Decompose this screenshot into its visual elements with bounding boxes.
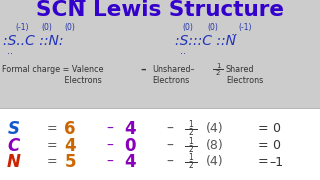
Text: 4: 4 bbox=[124, 120, 136, 138]
Text: (0): (0) bbox=[42, 23, 52, 32]
Text: :S:::C ::N̈: :S:::C ::N̈ bbox=[175, 34, 236, 48]
Text: Electrons: Electrons bbox=[2, 76, 102, 85]
Text: =: = bbox=[258, 156, 268, 168]
Text: C: C bbox=[8, 137, 20, 155]
Text: 5: 5 bbox=[64, 153, 76, 171]
Text: S: S bbox=[8, 120, 20, 138]
Text: –: – bbox=[107, 139, 113, 153]
Text: Electrons: Electrons bbox=[152, 76, 189, 85]
Bar bbox=[0, 108, 320, 180]
Text: –: – bbox=[140, 64, 146, 74]
Text: (-1): (-1) bbox=[238, 23, 252, 32]
Text: 6: 6 bbox=[64, 120, 76, 138]
Text: –: – bbox=[107, 122, 113, 136]
Text: =: = bbox=[47, 122, 57, 135]
Text: 1: 1 bbox=[188, 154, 193, 163]
Text: 2: 2 bbox=[188, 128, 193, 137]
Text: 0: 0 bbox=[124, 137, 136, 155]
Text: :S..C ::N:: :S..C ::N: bbox=[3, 34, 63, 48]
Text: (4): (4) bbox=[206, 156, 224, 168]
Text: =: = bbox=[258, 122, 268, 135]
Text: –: – bbox=[167, 139, 173, 153]
Text: (0): (0) bbox=[65, 23, 76, 32]
Text: =: = bbox=[47, 139, 57, 152]
Text: 2: 2 bbox=[188, 145, 193, 154]
Text: SCN̅ Lewis Structure: SCN̅ Lewis Structure bbox=[36, 0, 284, 20]
Text: Shared: Shared bbox=[226, 65, 254, 74]
Text: =: = bbox=[258, 139, 268, 152]
Text: =: = bbox=[47, 156, 57, 168]
Text: 4: 4 bbox=[124, 153, 136, 171]
Text: –: – bbox=[167, 122, 173, 136]
Text: (4): (4) bbox=[206, 122, 224, 135]
Text: (8): (8) bbox=[206, 139, 224, 152]
Text: ..: .. bbox=[7, 46, 13, 56]
Text: (0): (0) bbox=[208, 23, 219, 32]
Text: 1: 1 bbox=[216, 63, 220, 69]
Text: Unshared–: Unshared– bbox=[152, 65, 195, 74]
Text: Electrons: Electrons bbox=[226, 76, 263, 85]
Text: –1: –1 bbox=[269, 156, 283, 168]
Text: 1: 1 bbox=[188, 137, 193, 146]
Text: Formal charge = Valence: Formal charge = Valence bbox=[2, 65, 103, 74]
Text: 0: 0 bbox=[272, 122, 280, 135]
Text: 0: 0 bbox=[272, 139, 280, 152]
Text: 2: 2 bbox=[188, 161, 193, 170]
Text: 1: 1 bbox=[188, 120, 193, 129]
Text: –: – bbox=[167, 155, 173, 169]
Text: (-1): (-1) bbox=[15, 23, 29, 32]
Text: N: N bbox=[7, 153, 21, 171]
Text: ..: .. bbox=[180, 46, 186, 56]
Text: 2: 2 bbox=[216, 70, 220, 76]
Text: –: – bbox=[107, 155, 113, 169]
Text: 4: 4 bbox=[64, 137, 76, 155]
Text: (0): (0) bbox=[183, 23, 193, 32]
